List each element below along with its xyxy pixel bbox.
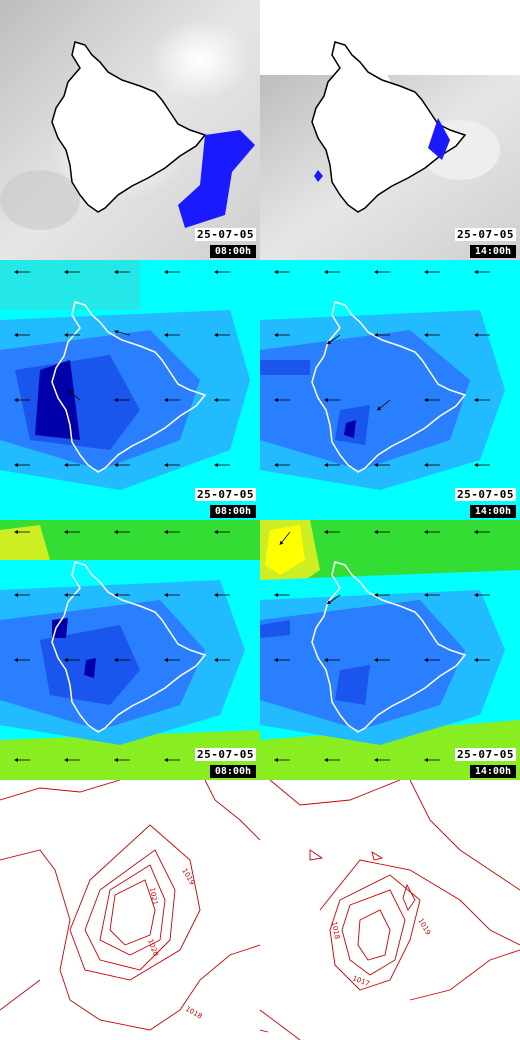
contour-label: 1018 [330, 921, 341, 940]
wind-arrows [14, 530, 230, 762]
wind-map-low-1400: 25-07-05 14:00h [260, 260, 520, 520]
wind-map-low-0800: 25-07-05 08:00h [0, 260, 260, 520]
wind-arrows [274, 530, 490, 762]
cloud-map-0800: 25-07-05 08:00h [0, 0, 260, 260]
time-stamp: 14:00h [469, 505, 516, 518]
time-stamp: 14:00h [469, 765, 516, 778]
isobars [260, 780, 520, 1040]
time-stamp: 08:00h [209, 765, 256, 778]
precip-area-small [314, 170, 323, 182]
time-stamp: 08:00h [209, 505, 256, 518]
date-stamp: 25-07-05 [195, 488, 256, 501]
precip-area [178, 130, 255, 228]
date-stamp: 25-07-05 [455, 748, 516, 761]
wind-arrows [274, 270, 490, 467]
wind-map-mid-0800: 25-07-05 08:00h [0, 520, 260, 780]
time-stamp: 08:00h [209, 245, 256, 258]
date-stamp: 25-07-05 [195, 228, 256, 241]
cloud-map-1400: 25-07-05 14:00h [260, 0, 520, 260]
pressure-map-1400: 1019 1018 1017 [260, 780, 520, 1040]
precip-area [428, 118, 450, 160]
time-stamp: 14:00h [469, 245, 516, 258]
wind-map-mid-1400: 25-07-05 14:00h [260, 520, 520, 780]
pressure-map-0800: 1019 1021 1020 1018 [0, 780, 260, 1040]
date-stamp: 25-07-05 [455, 488, 516, 501]
contour-label: 1021 [148, 887, 159, 906]
date-stamp: 25-07-05 [455, 228, 516, 241]
isobars [0, 780, 260, 1031]
wind-arrows [14, 270, 230, 467]
date-stamp: 25-07-05 [195, 748, 256, 761]
